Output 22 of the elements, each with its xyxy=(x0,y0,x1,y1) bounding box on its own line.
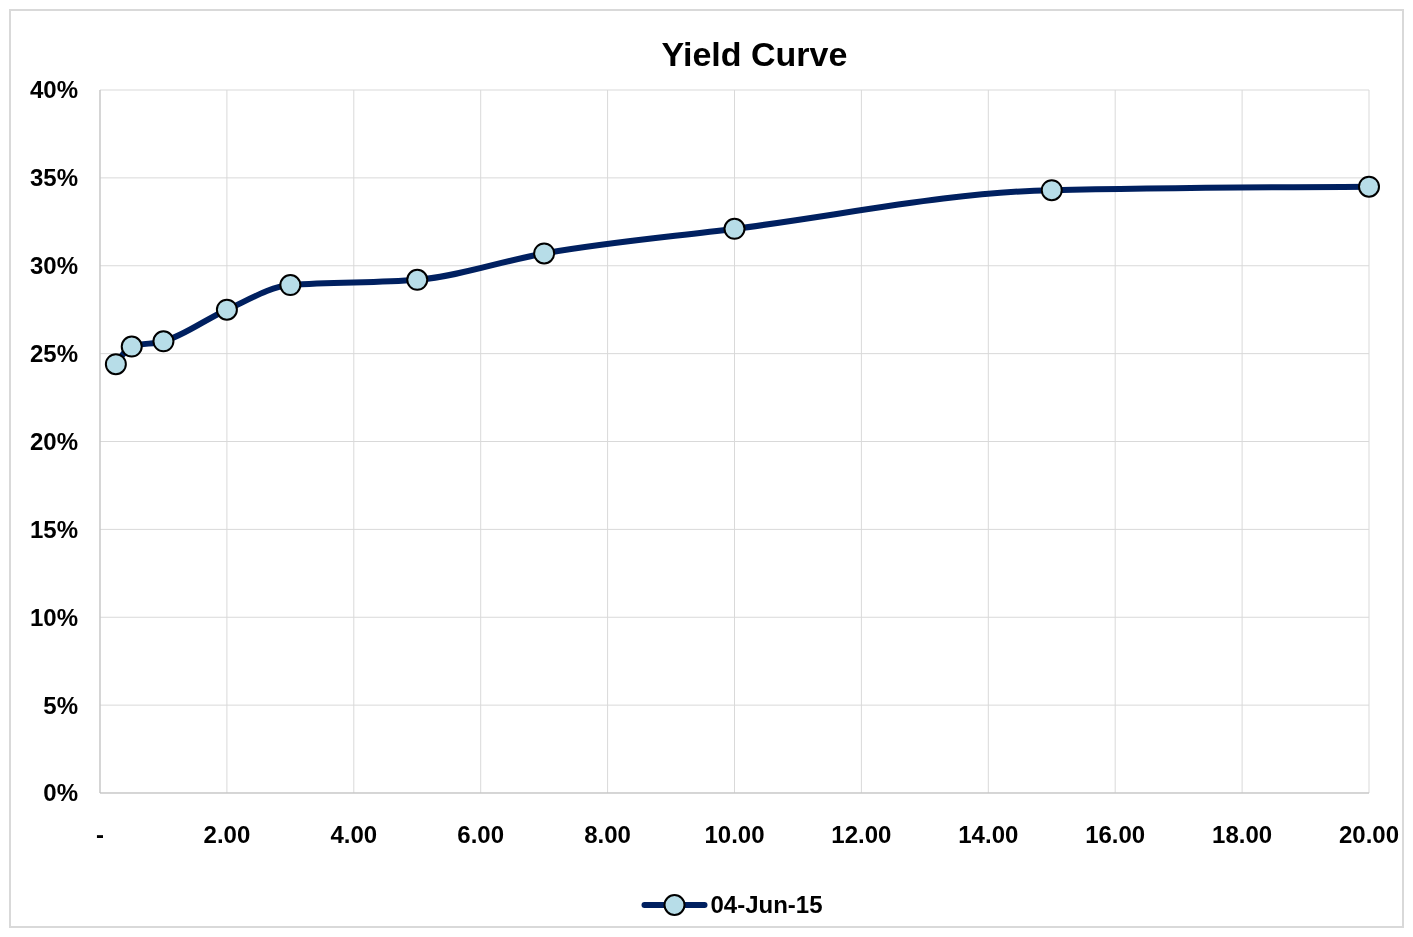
x-tick-label: 2.00 xyxy=(203,821,251,848)
legend-label: 04-Jun-15 xyxy=(710,891,823,919)
y-tick-label: 15% xyxy=(29,515,78,543)
x-tick-label: 20.00 xyxy=(1338,821,1400,848)
x-tick-label: 18.00 xyxy=(1212,821,1273,848)
y-tick-label: 0% xyxy=(43,779,78,807)
y-tick-label: 5% xyxy=(43,691,78,719)
x-tick-label: 12.00 xyxy=(831,821,892,848)
x-tick-label: 4.00 xyxy=(330,821,378,848)
y-tick-label: 30% xyxy=(29,252,78,280)
x-tick-label: 16.00 xyxy=(1085,821,1146,848)
y-tick-label: 20% xyxy=(29,427,78,455)
y-tick-label: 40% xyxy=(29,76,78,104)
y-tick-label: 35% xyxy=(29,164,78,192)
x-tick-label: 14.00 xyxy=(958,821,1019,848)
x-tick-label: 8.00 xyxy=(584,821,631,848)
y-tick-label: 10% xyxy=(29,603,78,631)
chart-title: Yield Curve xyxy=(661,35,848,73)
y-tick-label: 25% xyxy=(29,340,78,368)
x-tick-label: 10.00 xyxy=(704,821,765,848)
x-tick-label: - xyxy=(96,821,104,848)
x-tick-label: 6.00 xyxy=(457,821,505,848)
